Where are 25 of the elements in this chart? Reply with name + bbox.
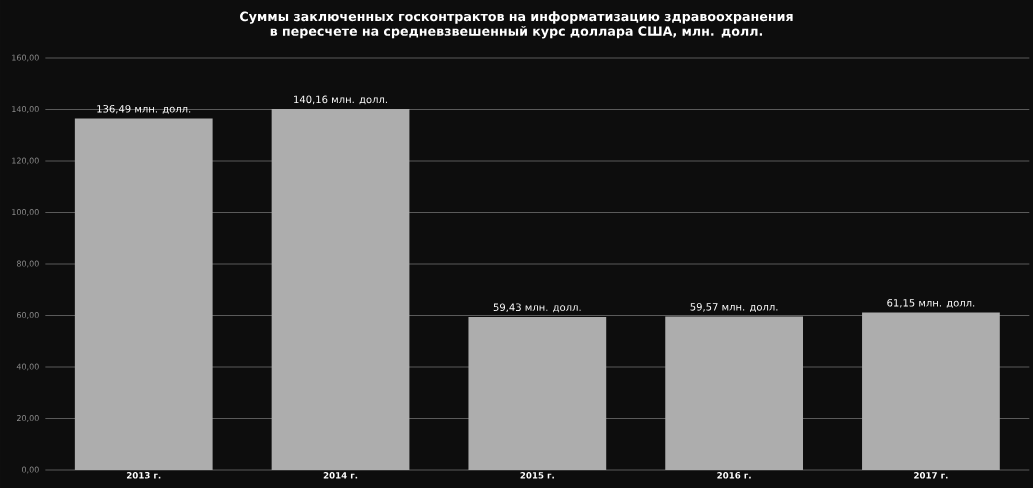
y-tick-label: 100,00: [12, 209, 39, 216]
data-label: 140,16 млн. долл.: [294, 95, 387, 105]
y-tick-label: 80,00: [16, 260, 39, 268]
bar: [468, 316, 607, 470]
y-tick-label: 140,00: [12, 106, 39, 113]
data-label: 59,57 млн. долл.: [690, 303, 778, 312]
bar: [74, 118, 213, 470]
x-tick-label: 2013 г.: [126, 472, 161, 479]
y-tick-label: 120,00: [12, 157, 39, 165]
data-label: 59,43 млн. долл.: [493, 303, 581, 313]
y-tick-label: 20,00: [16, 415, 39, 422]
chart-title: Суммы заключенных госконтрактов на информатизацию здравоохранения в пересчете на средневзвешенный курс доллара США, млн. долл.: [240, 11, 793, 39]
x-tick-label: 2014 г.: [323, 472, 358, 479]
x-tick-label: 2015 г.: [520, 472, 554, 479]
data-label: 61,15 млн. долл.: [887, 299, 975, 308]
y-tick-label: 160,00: [12, 54, 39, 62]
bar: [665, 316, 804, 470]
x-tick-label: 2017 г.: [914, 472, 948, 479]
data-label: 136,49 млн. долл.: [97, 105, 191, 114]
bar: [862, 312, 1000, 470]
y-tick-label: 0,00: [22, 466, 39, 474]
y-tick-label: 40,00: [16, 363, 39, 371]
y-tick-label: 60,00: [16, 312, 39, 319]
bar: [271, 109, 410, 470]
x-tick-label: 2016 г.: [717, 472, 751, 479]
